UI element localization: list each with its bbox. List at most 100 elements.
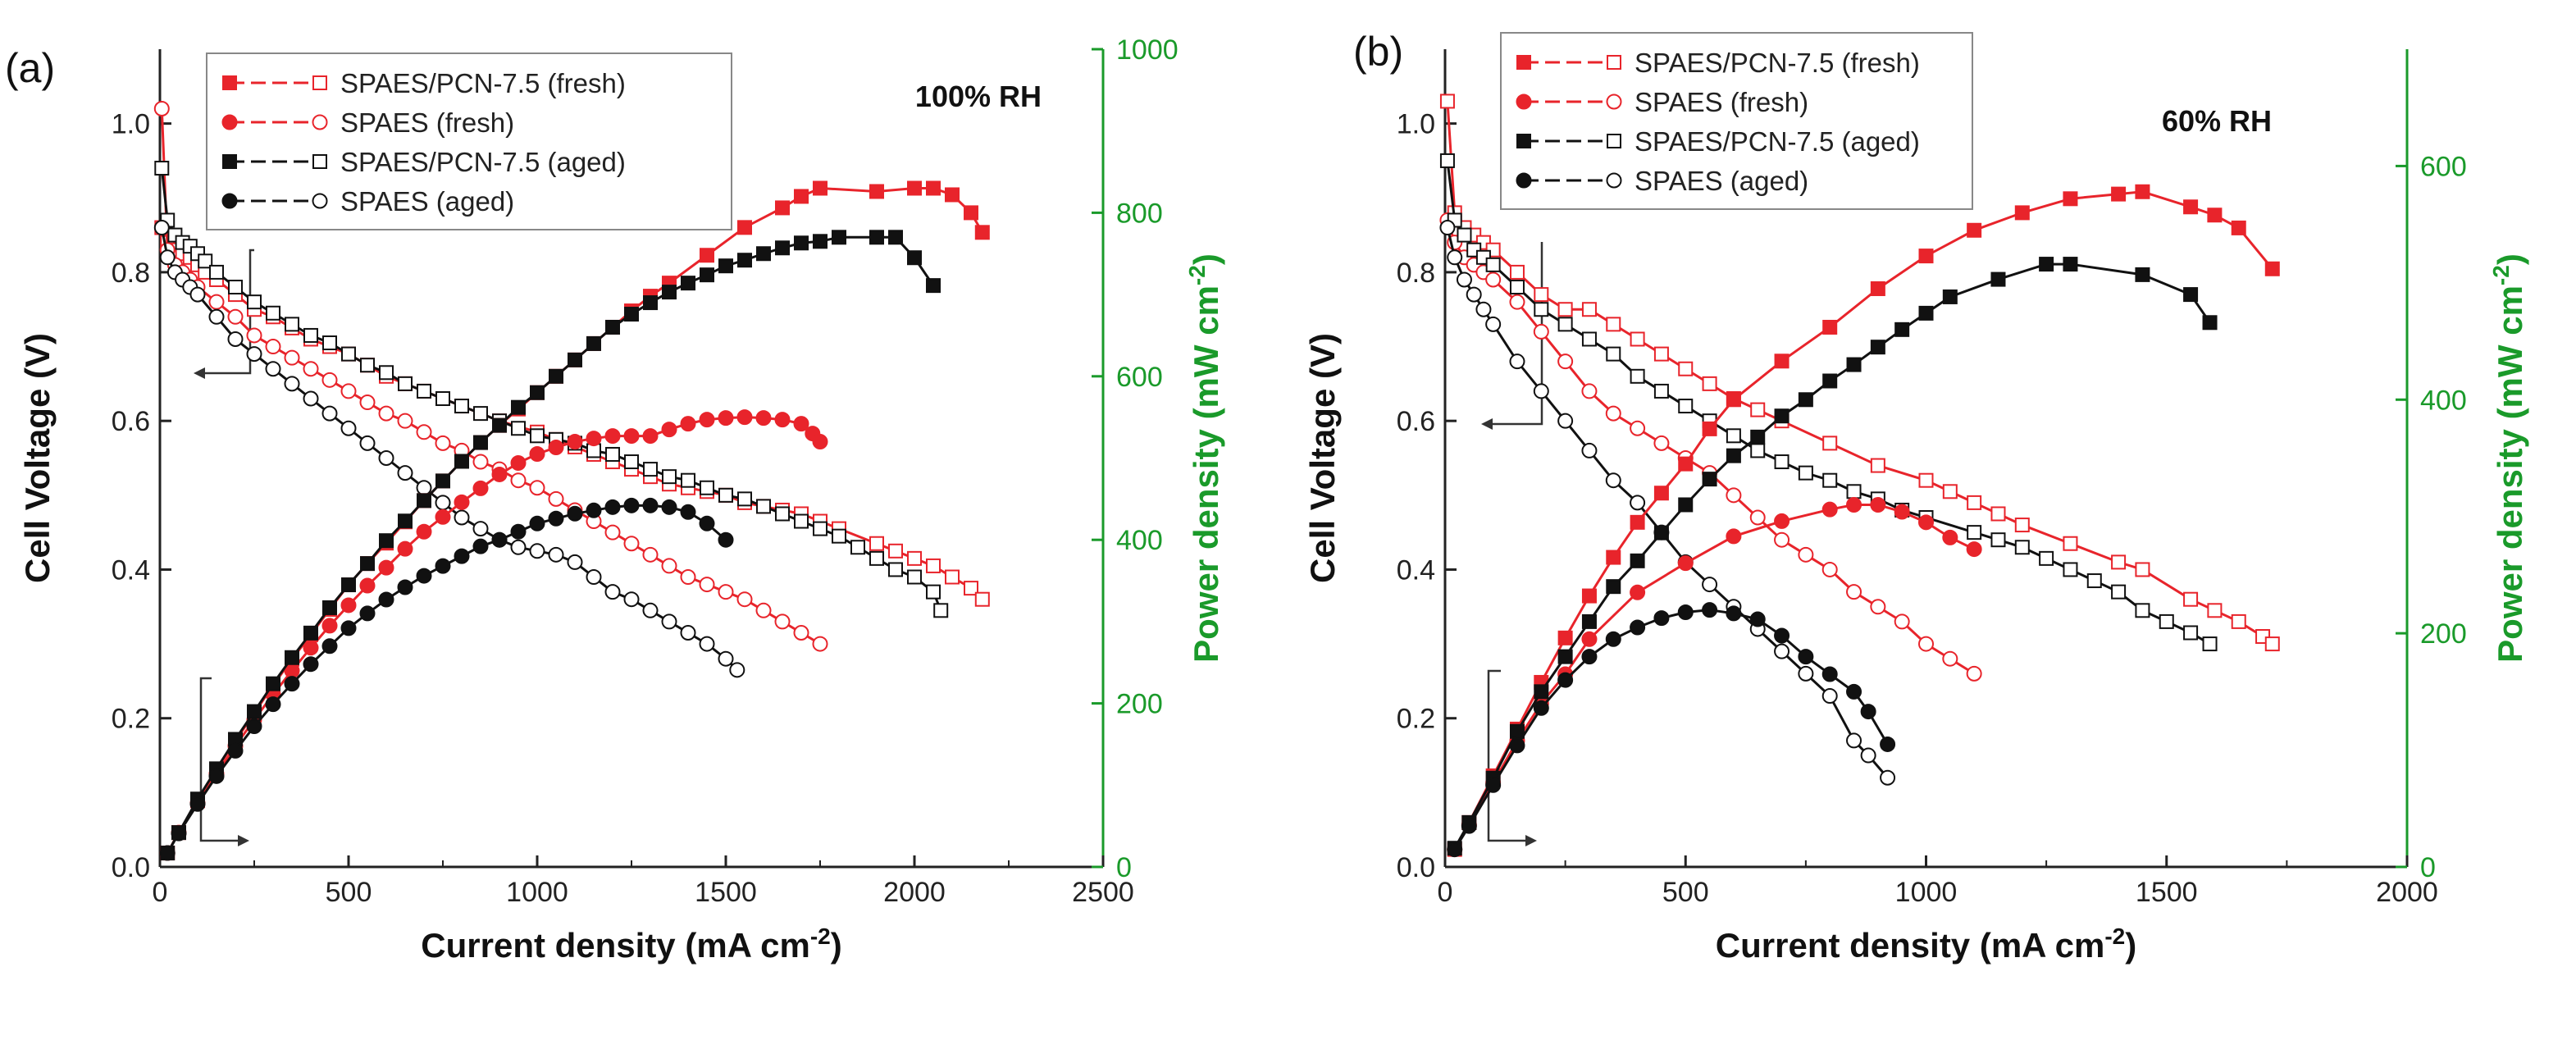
series [159,497,734,861]
data-point [1846,484,1862,499]
data-point [718,258,733,274]
data-point [246,718,262,735]
data-point [1606,317,1621,332]
data-point [227,742,244,759]
data-point [321,638,338,654]
data-point [699,515,715,531]
data-point [1678,497,1694,513]
data-point [379,365,394,381]
data-point [1630,495,1646,511]
data-point [1533,383,1549,399]
data-point [416,523,432,540]
voltage-bracket-arrow-arrowhead [194,367,205,379]
data-point [775,200,790,216]
data-point [189,796,206,812]
data-point [1870,496,1886,513]
series [1439,153,2218,652]
series [160,230,941,861]
data-point [1439,93,1455,109]
data-point [246,327,262,344]
legend-label: SPAES (aged) [1635,166,1808,196]
series [1439,212,1982,682]
data-point [1798,649,1814,665]
legend-marker-open [1607,134,1621,148]
data-point [359,435,376,451]
data-point [435,390,450,406]
y2-tick-label: 0 [1116,852,1132,883]
data-point [2063,536,2078,551]
data-point [1677,555,1694,572]
data-point [623,536,640,552]
data-point [1942,484,1958,499]
x-tick-label: 1500 [695,877,757,908]
data-point [699,412,715,428]
data-point [643,295,658,311]
x-axis-title: Current density (mA cm-2) [421,924,841,965]
power-bracket-arrow-arrowhead [238,835,249,846]
data-point [1677,604,1694,621]
data-point [1653,435,1670,451]
x-tick-label: 2000 [883,877,946,908]
data-point [398,376,413,391]
legend-marker-filled [221,114,238,130]
data-point [1509,723,1525,739]
data-point [1605,631,1621,647]
data-point [1702,472,1717,487]
legend-label: SPAES (aged) [340,186,514,217]
data-point [718,584,734,600]
data-point [417,383,431,399]
data-point [341,346,356,362]
data-point [907,569,922,585]
data-point [1653,346,1669,362]
data-point [1894,504,1910,520]
data-point [208,768,225,784]
data-point [774,613,791,630]
data-point [1702,376,1717,391]
data-point [1557,649,1573,664]
data-point [793,624,809,641]
data-point [812,636,828,652]
data-point [284,376,300,392]
data-point [378,591,394,608]
data-point [379,533,394,549]
data-point [1774,408,1790,424]
data-point [1894,322,1910,337]
data-point [510,539,527,555]
data-point [1822,436,1838,451]
data-point [1653,383,1669,399]
data-point [1870,458,1885,473]
data-point [624,307,639,322]
legend-label: SPAES/PCN-7.5 (fresh) [1635,48,1920,78]
data-point [1990,532,2006,548]
data-point [417,493,431,509]
data-point [681,472,695,488]
data-point [1581,588,1597,604]
data-point [1942,289,1958,304]
data-point [737,491,752,507]
data-point [247,704,262,719]
data-point [2264,636,2280,652]
y2-tick-label: 400 [1116,525,1163,556]
data-point [1846,732,1862,749]
data-point [208,308,225,325]
data-point [605,446,620,462]
legend-marker-filled [222,154,237,169]
data-point [303,390,319,407]
y-tick-label: 0.0 [1397,852,1435,883]
data-point [529,543,545,559]
data-point [435,509,451,525]
data-point [2039,257,2054,272]
data-point [1485,257,1501,272]
legend-marker-open [1606,172,1622,189]
data-point [756,246,771,262]
data-point [491,531,508,548]
data-point [907,180,922,196]
data-point [1678,399,1694,414]
data-point [1894,613,1910,630]
data-point [643,462,658,477]
x-tick-label: 1000 [506,877,568,908]
data-point [359,395,376,411]
series [1447,496,1982,858]
data-point [1967,222,1982,238]
data-point [1880,769,1896,786]
